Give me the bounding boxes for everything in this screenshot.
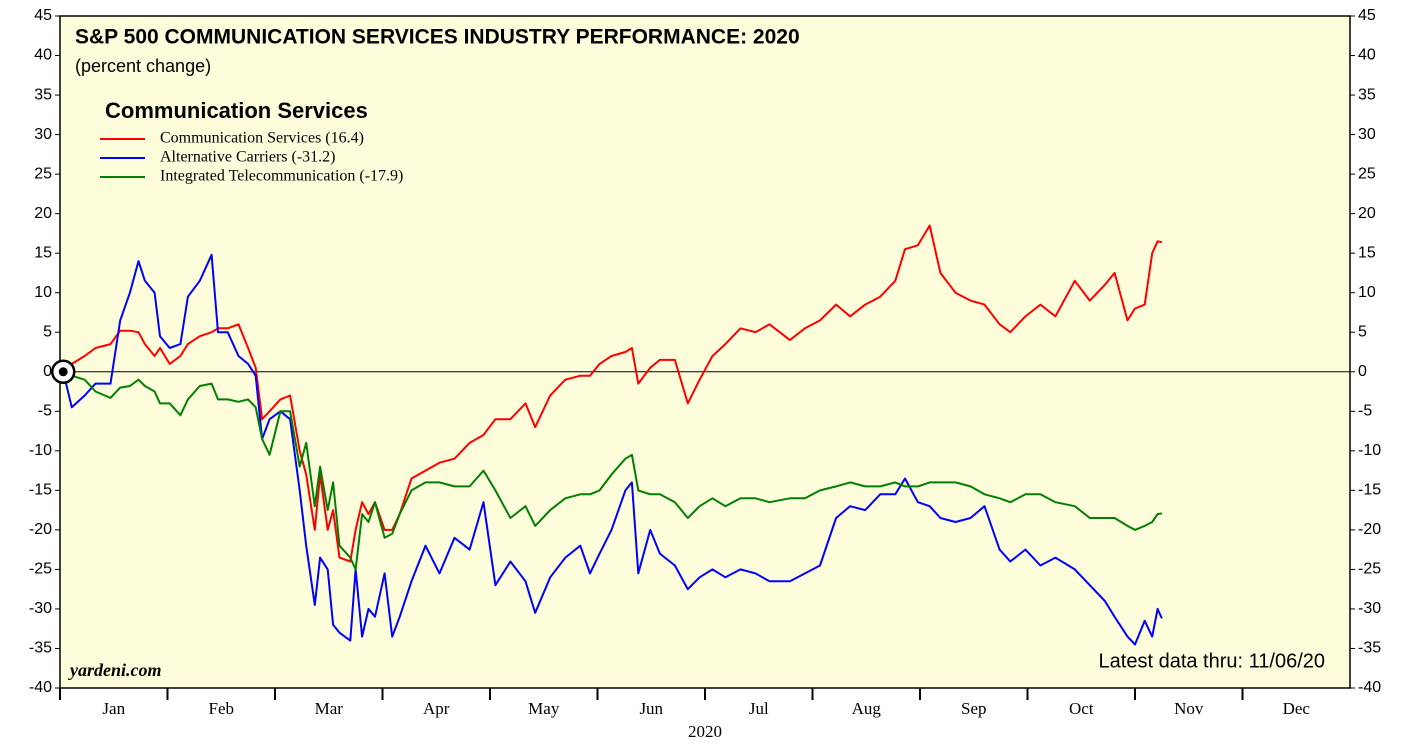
- y-tick-label: -25: [29, 561, 52, 578]
- series-line: [62, 370, 1163, 571]
- x-tick-label: Feb: [209, 699, 235, 718]
- y2-tick-label: -40: [1358, 679, 1381, 696]
- x-tick-label: Mar: [315, 699, 344, 718]
- x-tick-label: Jun: [639, 699, 663, 718]
- chart-title: S&P 500 COMMUNICATION SERVICES INDUSTRY …: [75, 26, 800, 49]
- y2-tick-label: -15: [1358, 482, 1381, 499]
- y-tick-label: 10: [34, 284, 52, 301]
- y-tick-label: 0: [43, 363, 52, 380]
- chart-subtitle: (percent change): [75, 56, 211, 76]
- plot-area: [59, 15, 1351, 689]
- series-line: [62, 224, 1163, 563]
- y-tick-label: 20: [34, 205, 52, 222]
- x-tick-label: Nov: [1174, 699, 1204, 718]
- y2-tick-label: -35: [1358, 640, 1381, 657]
- y-tick-label: 40: [34, 47, 52, 64]
- source: yardeni.com: [68, 660, 162, 680]
- y2-tick-label: -20: [1358, 521, 1381, 538]
- x-tick-label: Oct: [1069, 699, 1094, 718]
- start-marker-dot: [58, 367, 68, 377]
- legend-title: Communication Services: [105, 98, 368, 123]
- y2-tick-label: -5: [1358, 403, 1372, 420]
- y2-tick-label: 40: [1358, 47, 1376, 64]
- y-tick-label: -35: [29, 640, 52, 657]
- y2-tick-label: -10: [1358, 442, 1381, 459]
- x-tick-label: Jul: [749, 699, 769, 718]
- x-tick-label: Jan: [102, 699, 125, 718]
- y-tick-label: -10: [29, 442, 52, 459]
- y-tick-label: -40: [29, 679, 52, 696]
- y-tick-label: 15: [34, 244, 52, 261]
- y2-tick-label: 35: [1358, 86, 1376, 103]
- x-tick-label: Aug: [852, 699, 882, 718]
- y2-tick-label: -30: [1358, 600, 1381, 617]
- note: Latest data thru: 11/06/20: [1099, 650, 1325, 672]
- y-tick-label: -15: [29, 482, 52, 499]
- y-tick-label: -5: [38, 403, 52, 420]
- x-axis-label: 2020: [688, 722, 722, 741]
- y-tick-label: -30: [29, 600, 52, 617]
- y-tick-label: 5: [43, 323, 52, 340]
- y-tick-label: 45: [34, 7, 52, 24]
- x-tick-label: Apr: [423, 699, 450, 718]
- y-tick-label: -20: [29, 521, 52, 538]
- y2-tick-label: 20: [1358, 205, 1376, 222]
- y2-tick-label: 45: [1358, 7, 1376, 24]
- y2-tick-label: 5: [1358, 323, 1367, 340]
- y2-tick-label: 30: [1358, 126, 1376, 143]
- y2-tick-label: 10: [1358, 284, 1376, 301]
- legend-label: Integrated Telecommunication (-17.9): [160, 168, 403, 185]
- y2-tick-label: 0: [1358, 363, 1367, 380]
- x-tick-label: Dec: [1283, 699, 1311, 718]
- y2-tick-label: 25: [1358, 165, 1376, 182]
- legend-label: Communication Services (16.4): [160, 130, 364, 147]
- series-line: [62, 253, 1163, 646]
- legend-label: Alternative Carriers (-31.2): [160, 149, 335, 166]
- y-tick-label: 25: [34, 165, 52, 182]
- x-tick-label: May: [528, 699, 560, 718]
- y-tick-label: 30: [34, 126, 52, 143]
- x-tick-label: Sep: [961, 699, 987, 718]
- y2-tick-label: 15: [1358, 244, 1376, 261]
- y-tick-label: 35: [34, 86, 52, 103]
- y2-tick-label: -25: [1358, 561, 1381, 578]
